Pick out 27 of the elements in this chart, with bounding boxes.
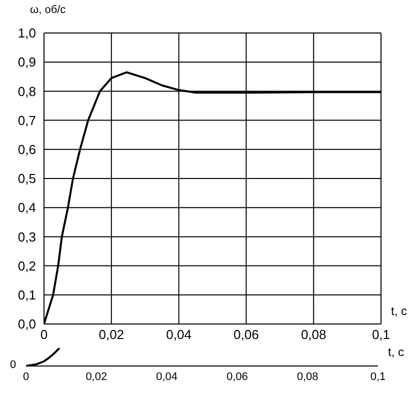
y-tick-label: 0,6 — [18, 142, 36, 158]
y-tick-label: 0,5 — [18, 171, 36, 186]
x-tick-label: 0,1 — [370, 370, 386, 383]
y-tick-label: 0,9 — [18, 54, 36, 70]
x-tick-label: 0,04 — [156, 370, 178, 383]
y-tick-label: 0,8 — [18, 84, 36, 99]
text: 0 — [10, 359, 16, 371]
x-tick-label: 0,08 — [296, 370, 318, 383]
y-axis-title: ω, об/с — [30, 4, 66, 16]
x-tick-label: 0,02 — [98, 327, 124, 342]
y-tick-label: 0,0 — [18, 316, 36, 332]
x-tick-label: 0,06 — [234, 327, 259, 342]
y-tick-label: 0,3 — [18, 229, 36, 244]
y-tick-label: 1,0 — [18, 26, 36, 41]
y-tick-label: 0,2 — [18, 258, 36, 274]
x-tick-label: 0,02 — [86, 370, 108, 383]
x-axis-title: t, c — [388, 345, 404, 359]
x-axis-title: t, c — [391, 304, 408, 318]
x-tick-label: 0,04 — [166, 327, 192, 342]
y-tick-label: 0,1 — [18, 288, 36, 303]
x-tick-label: 0 — [22, 370, 30, 383]
x-tick-label: 0,06 — [226, 370, 248, 383]
y-tick-label: 0,4 — [18, 200, 36, 216]
x-tick-label: 0,1 — [372, 327, 390, 342]
x-tick-label: 0 — [40, 327, 48, 342]
x-tick-label: 0,08 — [300, 327, 326, 342]
y-tick-label: 0,7 — [18, 112, 36, 128]
